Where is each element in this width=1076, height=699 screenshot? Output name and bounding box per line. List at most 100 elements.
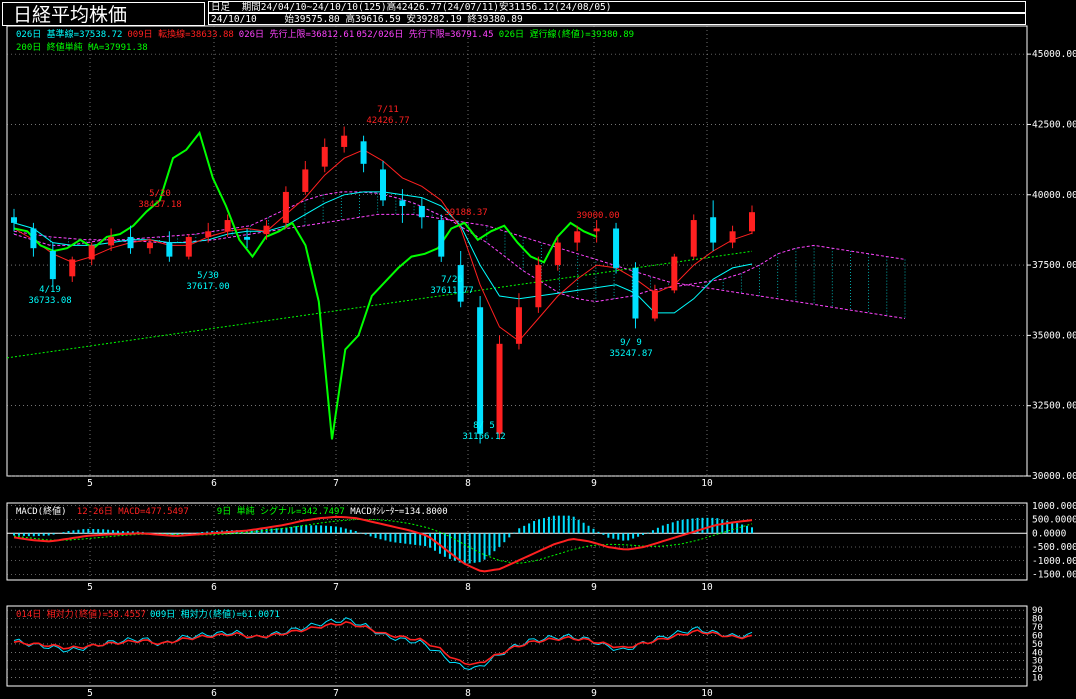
candle-body	[321, 146, 328, 167]
macd-signal-line	[13, 519, 753, 564]
price-x-tick-label: 9	[591, 478, 597, 489]
price-annotation: 31156.12	[462, 432, 505, 442]
price-annotation: 7/11	[377, 105, 399, 115]
candle-body	[574, 231, 581, 243]
candle-body	[88, 245, 95, 260]
candle-body	[535, 265, 542, 308]
candle-body	[49, 251, 56, 280]
candle-body	[69, 259, 76, 277]
ichimoku-legend-item: 026日 基準線=37538.72	[16, 28, 122, 40]
candle-body	[457, 265, 464, 302]
ma200-line	[6, 250, 753, 359]
price-annotation: 35247.87	[609, 349, 652, 359]
candle-body	[224, 220, 231, 232]
candle-body	[651, 290, 658, 319]
price-annotation: 37617.00	[186, 282, 229, 292]
price-annotation: 39188.37	[444, 208, 487, 218]
rsi-tick-label: 40	[1032, 648, 1043, 658]
ohlc-text: 始39575.80 高39616.59 安39282.19 終39380.89	[284, 14, 523, 25]
candle-body	[360, 141, 367, 164]
rsi9-line	[13, 617, 753, 671]
candle-body	[380, 169, 386, 201]
candle-body	[244, 236, 251, 240]
candle-body	[418, 206, 425, 218]
macd-legend-item: MACDｵｼﾚｰﾀｰ=134.8000	[350, 506, 447, 517]
price-x-tick-label: 8	[465, 478, 471, 489]
candle-body	[11, 217, 17, 223]
candle-body	[515, 307, 522, 344]
rsi-x-tick-label: 7	[333, 688, 339, 699]
rsi-tick-label: 20	[1032, 665, 1043, 675]
candle-body	[108, 236, 115, 246]
ohlc-row: 24/10/10 始39575.80 高39616.59 安39282.19 終…	[208, 13, 1026, 25]
macd-x-tick-label: 7	[333, 582, 339, 593]
candle-body	[729, 231, 736, 243]
rsi-tick-label: 90	[1032, 606, 1043, 616]
price-annotation: 39000.00	[576, 211, 619, 221]
period-row: 日足 期間24/04/10~24/10/10(125)高42426.77(24/…	[208, 1, 1026, 13]
price-tick-label: 40000.00	[1032, 190, 1076, 201]
price-annotation: 8/ 5	[473, 421, 495, 431]
candle-body	[341, 135, 348, 147]
candle-body	[554, 242, 561, 266]
price-annotation: 42426.77	[366, 116, 409, 126]
senkou-span-b	[13, 213, 906, 319]
rsi-x-tick-label: 5	[87, 688, 93, 699]
macd-tick-label: 1000.000	[1032, 501, 1076, 512]
macd-x-tick-label: 6	[211, 582, 217, 593]
price-tick-label: 35000.00	[1032, 330, 1076, 341]
rsi-legend-item: 009日 相対力(終値)=61.0071	[150, 608, 280, 620]
candle-body	[496, 343, 503, 434]
candle-body	[263, 225, 270, 235]
rsi-x-tick-label: 10	[701, 688, 713, 699]
price-annotation: 5/20	[149, 189, 171, 199]
rsi-legend-item: 014日 相対力(終値)=58.4557	[16, 608, 146, 620]
macd-x-tick-label: 10	[701, 582, 713, 593]
rsi-tick-label: 10	[1032, 674, 1043, 684]
kijun-line	[13, 191, 753, 314]
date-text: 24/10/10	[211, 14, 257, 25]
candle-body	[690, 220, 697, 257]
macd-x-tick-label: 8	[465, 582, 471, 593]
rsi-tick-label: 80	[1032, 615, 1043, 625]
price-tick-label: 30000.00	[1032, 471, 1076, 482]
price-tick-label: 37500.00	[1032, 260, 1076, 271]
price-annotation: 38437.18	[138, 200, 181, 210]
candle-body	[477, 307, 484, 434]
rsi-panel-frame	[6, 605, 1028, 687]
title-box: 日経平均株価	[2, 2, 205, 26]
price-annotation: 37611.77	[430, 286, 473, 296]
ichimoku-legend-item: 026日 先行上限=36812.61	[239, 28, 354, 40]
price-panel-frame	[6, 25, 1028, 477]
candle-body	[593, 228, 600, 232]
chart-title: 日経平均株価	[13, 4, 128, 26]
price-tick-label: 45000.00	[1032, 49, 1076, 60]
macd-tick-label: -1000.00	[1032, 556, 1076, 567]
rsi-x-tick-label: 8	[465, 688, 471, 699]
price-tick-label: 32500.00	[1032, 401, 1076, 412]
macd-panel-frame	[6, 502, 1028, 581]
rsi-x-tick-label: 6	[211, 688, 217, 699]
macd-tick-label: -1500.00	[1032, 570, 1076, 581]
candle-body	[632, 267, 639, 319]
candle-body	[613, 228, 620, 268]
candle-body	[438, 220, 445, 257]
price-annotation: 36733.08	[28, 296, 71, 306]
price-annotation: 4/19	[39, 285, 61, 295]
macd-legend-item: MACD(終値)	[16, 505, 67, 517]
ichimoku-legend-item: 052/026日 先行下限=36791.45	[356, 28, 493, 40]
ma-legend-item: 200日 終値単純 MA=37991.38	[16, 41, 148, 53]
candle-body	[710, 217, 717, 243]
rsi-tick-label: 30	[1032, 657, 1043, 667]
macd-x-tick-label: 5	[87, 582, 93, 593]
candle-body	[166, 242, 173, 257]
candle-body	[671, 256, 678, 291]
ichimoku-legend-item: 009日 転換線=38633.88	[127, 28, 233, 40]
rsi-x-tick-label: 9	[591, 688, 597, 699]
rsi-tick-label: 50	[1032, 640, 1043, 650]
candle-body	[282, 191, 289, 223]
macd-tick-label: 0.0000	[1032, 528, 1067, 539]
macd-legend-item: 9日 単純 シグナル=342.7497	[217, 505, 345, 517]
candle-body	[127, 236, 134, 249]
